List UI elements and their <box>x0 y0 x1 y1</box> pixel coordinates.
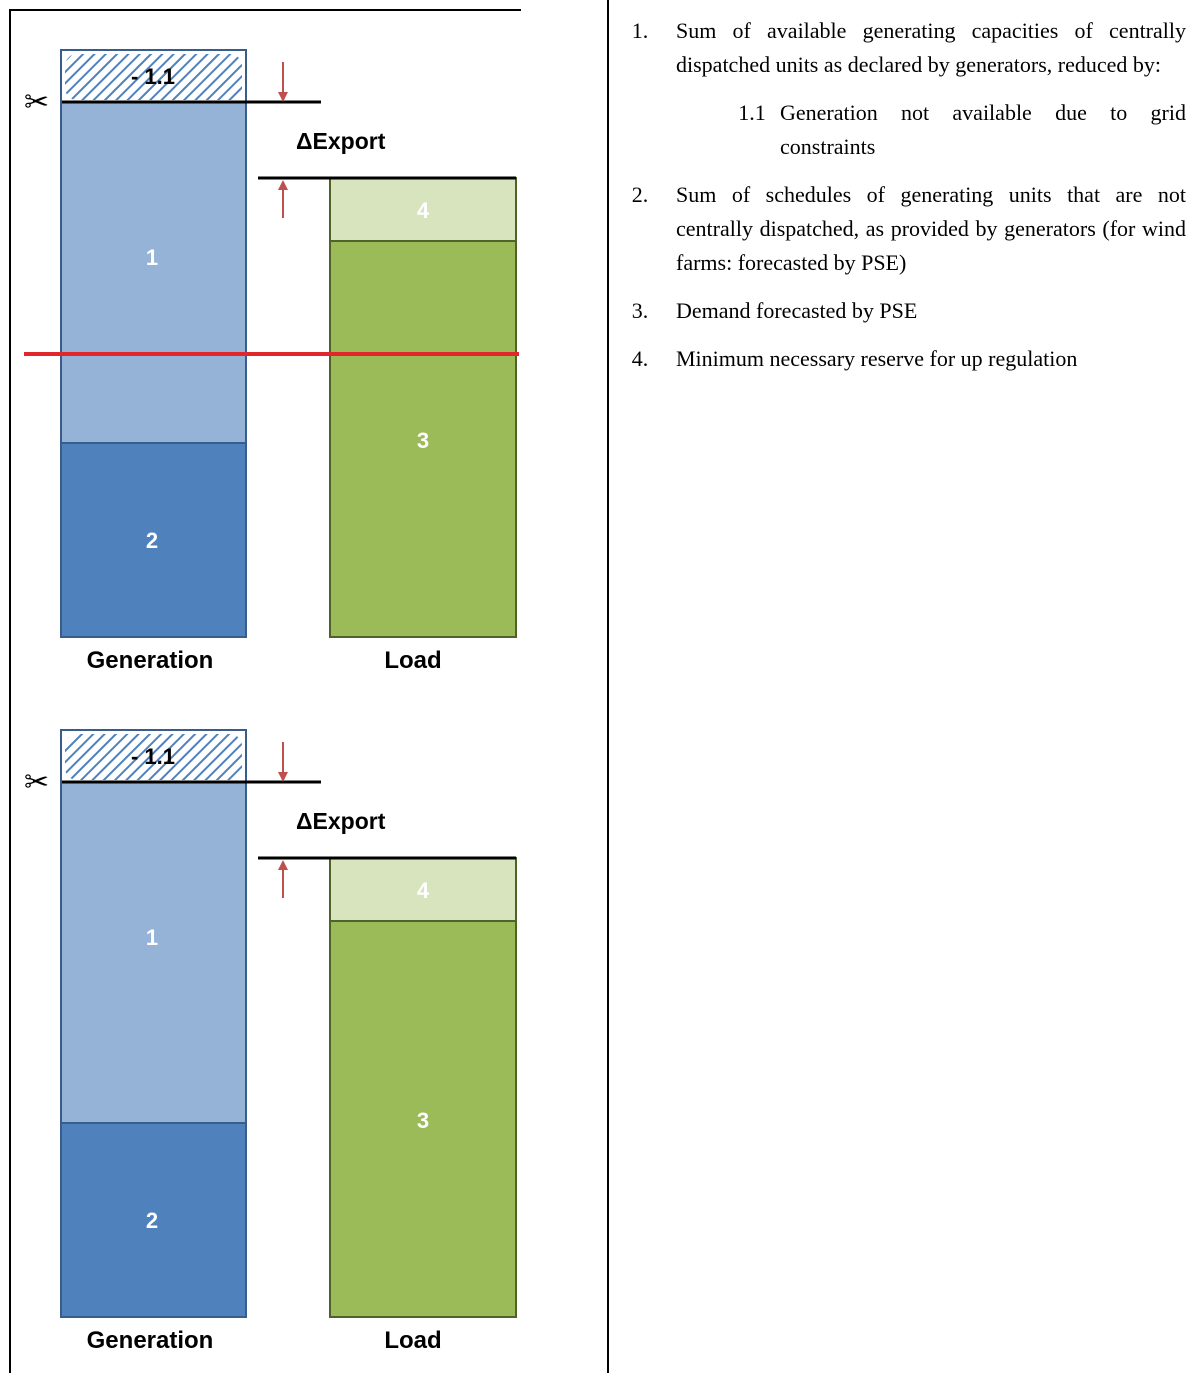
legend-list: 1. Sum of available generating capacitie… <box>620 14 1186 390</box>
diagram-2: - 1.1 1 2 4 3 ✂ ΔExport Generation Load <box>24 729 517 1354</box>
legend-item-text: Minimum necessary reserve for up regulat… <box>676 346 1078 371</box>
scissors-icon: ✂ <box>24 85 49 120</box>
legend-item-number: 3. <box>631 298 649 323</box>
legend-item-number: 1.1 <box>738 100 766 125</box>
legend-item-2: 2. Sum of schedules of generating units … <box>620 178 1186 280</box>
delta-export-label: ΔExport <box>296 808 386 834</box>
generation-axis-label: Generation <box>87 1327 214 1354</box>
load-segment-3 <box>329 920 517 1318</box>
legend-item-text: Generation not available due to grid con… <box>780 100 1186 159</box>
diagram-1: - 1.1 1 2 4 3 ✂ ΔExport Generation Load <box>24 49 519 674</box>
load-axis-label: Load <box>384 1327 441 1354</box>
legend-item-1: 1. Sum of available generating capacitie… <box>620 14 1186 164</box>
legend-item-3: 3. Demand forecasted by PSE <box>620 294 1186 328</box>
legend-item-4: 4. Minimum necessary reserve for up regu… <box>620 342 1186 376</box>
legend-item-text: Demand forecasted by PSE <box>676 298 918 323</box>
scissors-icon: ✂ <box>24 765 49 800</box>
hatch-segment <box>65 54 242 100</box>
down-arrow-icon <box>278 742 288 782</box>
legend-item-text: Sum of available generating capacities o… <box>676 18 1186 77</box>
frame-left-border <box>9 9 11 1373</box>
load-segment-3-label: 3 <box>417 1108 429 1133</box>
generation-axis-label: Generation <box>87 647 214 674</box>
generation-segment-1 <box>60 781 247 1124</box>
frame-top-border <box>9 9 521 11</box>
load-segment-3 <box>329 240 517 638</box>
legend-item-text: Sum of schedules of generating units tha… <box>676 182 1186 275</box>
legend-item-number: 1. <box>631 18 649 43</box>
legend-subitem-1-1: 1.1 Generation not available due to grid… <box>676 96 1186 164</box>
generation-segment-2 <box>60 1122 247 1318</box>
balance-diagrams: - 1.1 1 2 4 3 ✂ ΔExport Generation Load <box>24 49 519 1354</box>
load-segment-4 <box>329 857 517 922</box>
generation-segment-2 <box>60 442 247 638</box>
up-arrow-icon <box>278 180 288 218</box>
generation-segment-2-label: 2 <box>146 528 158 553</box>
generation-segment-1 <box>60 101 247 444</box>
hatch-label: - 1.1 <box>131 64 175 89</box>
delta-export-label: ΔExport <box>296 128 386 154</box>
frame-column-divider <box>607 0 609 1373</box>
load-segment-4-label: 4 <box>417 878 430 903</box>
legend-item-number: 4. <box>631 346 649 371</box>
down-arrow-icon <box>278 62 288 102</box>
legend-item-number: 2. <box>631 182 649 207</box>
load-segment-3-label: 3 <box>417 428 429 453</box>
load-axis-label: Load <box>384 647 441 674</box>
generation-segment-2-label: 2 <box>146 1208 158 1233</box>
hatch-segment <box>65 734 242 780</box>
up-arrow-icon <box>278 860 288 898</box>
load-segment-4-label: 4 <box>417 198 430 223</box>
generation-segment-1-label: 1 <box>146 925 158 950</box>
hatch-label: - 1.1 <box>131 744 175 769</box>
generation-segment-1-label: 1 <box>146 245 158 270</box>
